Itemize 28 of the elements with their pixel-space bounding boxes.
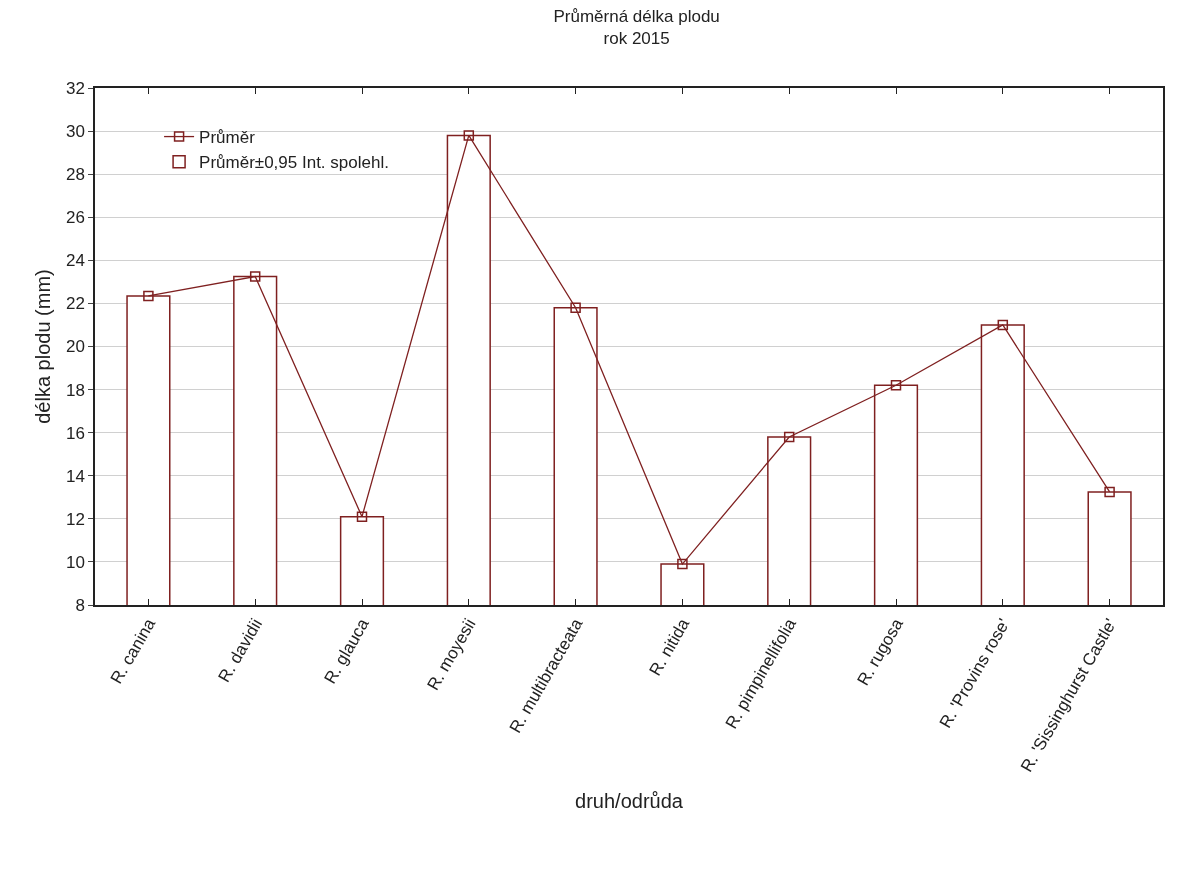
point	[783, 431, 795, 443]
y-tick-label: 10	[65, 552, 85, 572]
legend-label: Průměr±0,95 Int. spolehl.	[199, 153, 389, 173]
point	[997, 319, 1009, 331]
y-tick-label: 32	[65, 78, 85, 98]
y-tick-label: 28	[65, 165, 85, 185]
y-tick-label: 16	[65, 423, 85, 443]
legend-label: Průměr	[199, 128, 256, 148]
point	[570, 302, 581, 313]
point	[1104, 486, 1115, 498]
y-tick-label: 30	[65, 122, 85, 142]
y-tick-label: 18	[65, 380, 85, 400]
y-tick-label: 26	[65, 208, 85, 228]
y-tick-label: 22	[65, 294, 85, 314]
point	[677, 558, 688, 570]
point	[249, 271, 261, 282]
y-axis-title: délka plodu (mm)	[31, 269, 54, 424]
point	[356, 511, 368, 522]
x-axis-title: druh/odrůda	[575, 790, 684, 813]
y-tick-label: 24	[65, 251, 85, 271]
point	[143, 290, 154, 302]
y-tick-label: 12	[65, 509, 85, 529]
y-tick-label: 14	[65, 466, 85, 486]
y-tick-label: 8	[75, 595, 85, 615]
point	[463, 130, 475, 141]
point	[890, 380, 902, 391]
chart-title: Průměrná délka plodu rok 2015	[553, 7, 720, 49]
y-tick-label: 20	[65, 337, 85, 357]
